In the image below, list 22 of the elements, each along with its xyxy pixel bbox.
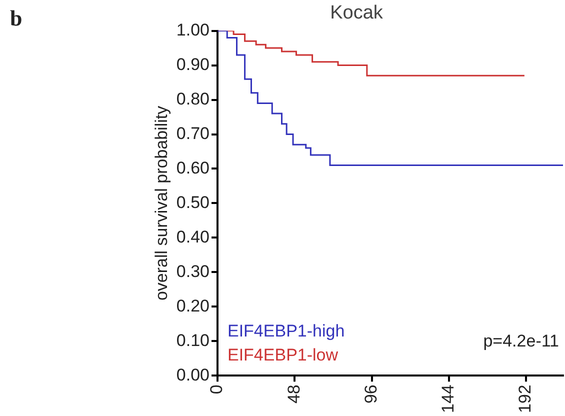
y-tick-label: 0.00 (176, 365, 210, 384)
text: EIF4EBP1-high (227, 321, 345, 340)
y-tick-label: 0.70 (176, 124, 210, 143)
y-tick-label: 0.30 (176, 262, 210, 281)
y-tick-label: 0.90 (176, 54, 210, 74)
x-tick-label: 96 (361, 384, 380, 404)
y-tick-label: 0.40 (176, 227, 210, 246)
x-tick-label: 0 (207, 384, 226, 394)
y-axis-title: overall survival probability (152, 105, 171, 301)
y-tick-label: 0.80 (176, 89, 210, 108)
x-tick-label: 48 (284, 384, 304, 404)
y-tick-label: 0.20 (176, 296, 210, 316)
y-tick-label: 0.50 (176, 192, 210, 212)
y-tick-label: 1.00 (176, 20, 210, 40)
x-tick-label: 144 (438, 384, 458, 414)
y-tick-label: 0.60 (176, 158, 210, 178)
y-tick-label: 0.10 (176, 330, 210, 350)
text: EIF4EBP1-low (227, 345, 339, 364)
text: b (10, 6, 22, 31)
chart-title: Kocak (330, 2, 384, 24)
annotation: p=4.2e-11 (483, 331, 559, 350)
x-tick-label: 192 (516, 384, 535, 414)
